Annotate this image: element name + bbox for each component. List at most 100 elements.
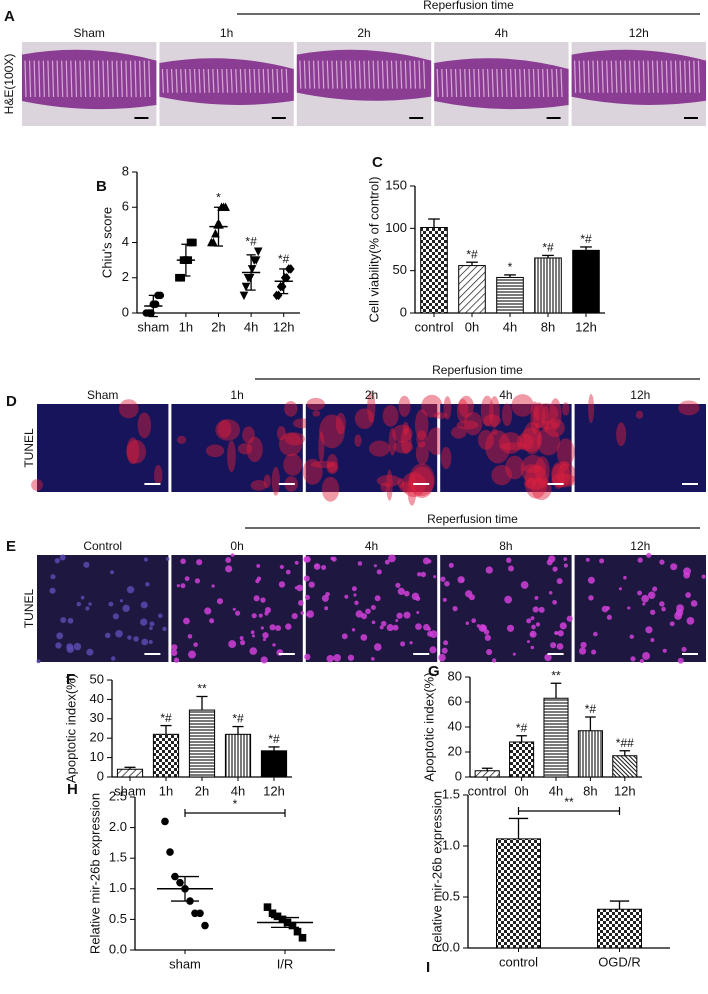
cell [403,590,410,597]
signal [523,421,542,455]
cell [67,617,74,624]
micrograph [22,42,157,126]
image-label: Control [83,539,122,553]
point [201,921,209,930]
villus [216,68,220,93]
y-tick-label: 0 [455,768,462,783]
villus [326,60,329,89]
signal [242,426,255,444]
y-tick-label: 60 [448,693,462,708]
cell [314,564,319,568]
cell [427,627,431,631]
panel-letter: H [67,781,78,798]
villus [670,60,673,93]
cell [255,579,260,584]
signal [318,431,325,463]
y-tick-label: 1.5 [109,850,127,865]
cell [133,636,139,642]
x-tick-label: control [414,319,453,334]
signal [126,437,140,465]
signal [205,444,225,458]
cell [249,647,258,655]
signal [354,434,362,447]
signal [557,463,577,486]
signal [388,427,397,456]
villus [619,60,623,93]
cell [239,636,244,641]
cell [587,576,595,584]
villus [367,60,371,89]
signal [302,458,323,485]
villus [651,60,655,93]
signal [542,405,550,433]
cell [669,621,675,627]
cell [605,606,610,611]
cell [637,557,643,563]
villus [610,60,613,93]
villus [134,60,137,98]
cell [556,578,563,585]
villus [436,68,439,98]
significance-label: *# [232,712,244,726]
cell [508,565,514,572]
cell [344,594,349,599]
signal [153,464,163,486]
cell [674,611,683,620]
cell [297,600,304,606]
cell [347,654,355,661]
signal [489,396,500,428]
x-tick-label: 4h [231,783,245,798]
cell [630,656,636,662]
cell [140,618,148,626]
x-tick-label: 12h [575,319,597,334]
signal [271,466,280,496]
signal [534,421,560,429]
cell [183,617,190,625]
villus [450,68,453,98]
micrograph [36,554,170,664]
villus [84,60,87,98]
cell [272,643,276,647]
villus [125,60,128,98]
significance-label: *# [580,232,592,246]
cell [209,618,215,624]
cell [251,634,256,638]
villus [65,60,68,98]
cell [141,638,149,646]
villus [574,60,577,93]
cell [380,620,387,627]
villus [509,68,513,98]
signal [382,405,399,427]
cell [659,559,665,565]
cell [483,629,490,635]
point [209,237,218,247]
y-tick-label: 0.0 [442,939,460,954]
micrograph [171,401,312,496]
cell [485,566,493,574]
x-tick-label: sham [137,319,169,334]
chart: H Relative mir-26b expression 0.0 0.5 1.0 1.5… [67,781,335,971]
villus [523,68,526,98]
bar [612,755,638,778]
cell [379,625,384,630]
cell [54,557,61,564]
cell [306,613,310,617]
villus [207,68,210,93]
signal [335,412,346,435]
cell [225,565,233,573]
cell [373,564,377,568]
panel-letter: E [6,538,16,555]
signal [450,426,467,439]
cell [253,595,260,602]
villus [688,60,691,93]
villus [312,60,316,89]
cell [512,652,516,656]
point [293,927,302,936]
villus [477,68,481,98]
signal [520,454,546,483]
cell [670,563,678,571]
signal [533,403,559,424]
villus [203,68,206,93]
villus [88,60,91,98]
villus [583,60,586,93]
